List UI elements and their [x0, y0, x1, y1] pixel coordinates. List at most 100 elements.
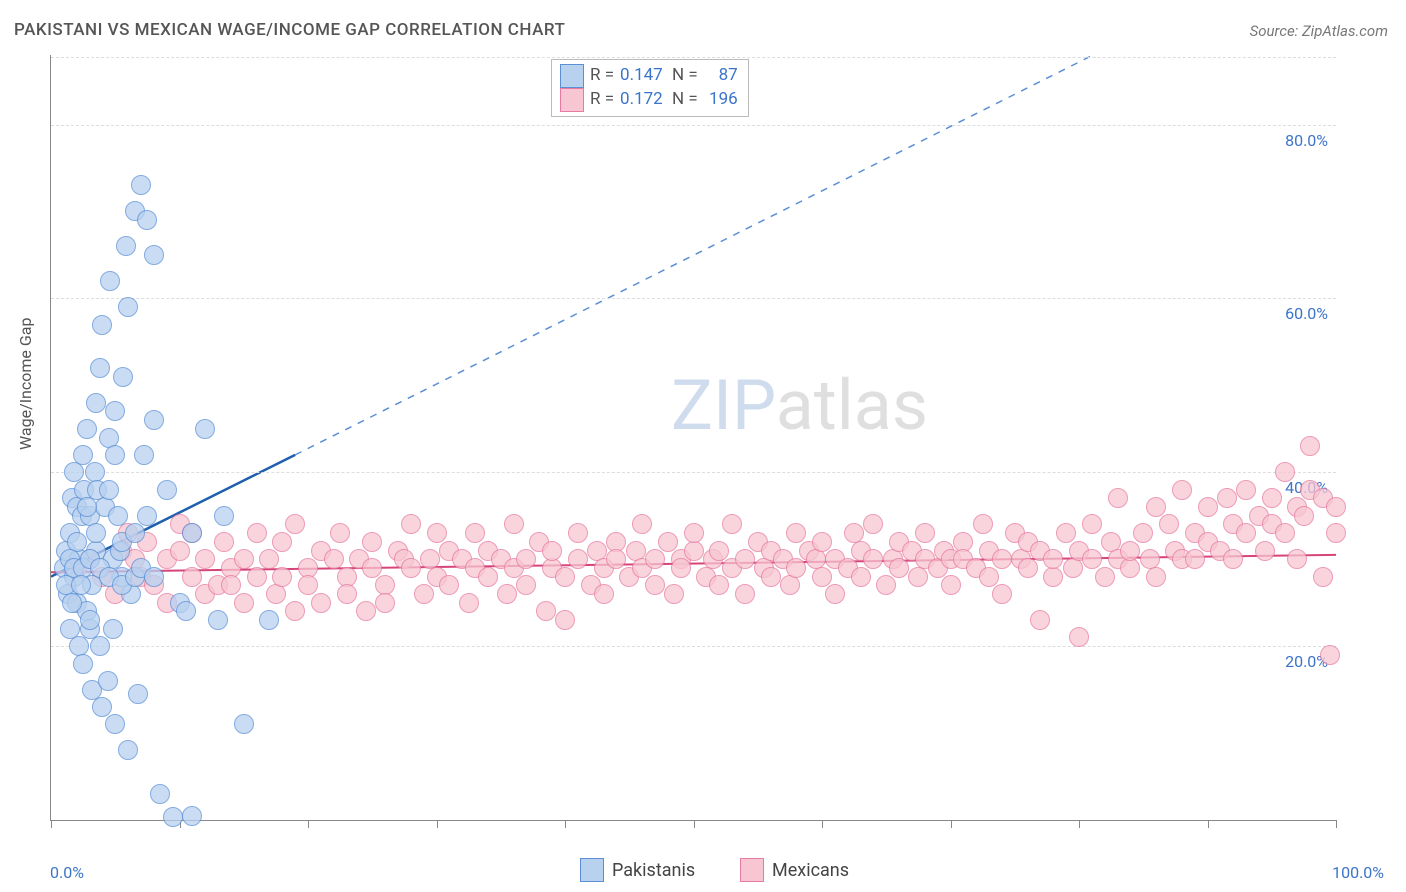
- chart-container: PAKISTANI VS MEXICAN WAGE/INCOME GAP COR…: [0, 0, 1406, 892]
- scatter-point-mexicans: [247, 523, 267, 543]
- scatter-point-pakistanis: [100, 271, 120, 291]
- scatter-point-mexicans: [516, 575, 536, 595]
- scatter-point-mexicans: [221, 575, 241, 595]
- scatter-point-pakistanis: [108, 506, 128, 526]
- scatter-point-pakistanis: [137, 506, 157, 526]
- scatter-point-mexicans: [1120, 541, 1140, 561]
- swatch-mexicans-bottom-icon: [740, 858, 764, 882]
- scatter-point-mexicans: [459, 593, 479, 613]
- scatter-point-mexicans: [812, 532, 832, 552]
- scatter-point-mexicans: [356, 601, 376, 621]
- scatter-point-mexicans: [1185, 549, 1205, 569]
- scatter-point-mexicans: [1275, 523, 1295, 543]
- scatter-point-pakistanis: [118, 297, 138, 317]
- scatter-point-mexicans: [1120, 558, 1140, 578]
- scatter-point-mexicans: [1262, 488, 1282, 508]
- plot-area: ZIPatlas R = 0.147 N = 87 R = 0.172 N = …: [50, 55, 1336, 821]
- scatter-point-mexicans: [1063, 558, 1083, 578]
- scatter-point-mexicans: [568, 549, 588, 569]
- scatter-point-mexicans: [536, 601, 556, 621]
- r-label: R =: [590, 64, 614, 88]
- scatter-point-pakistanis: [103, 619, 123, 639]
- swatch-mexicans-icon: [560, 88, 584, 112]
- scatter-point-pakistanis: [144, 567, 164, 587]
- scatter-point-mexicans: [780, 575, 800, 595]
- chart-title: PAKISTANI VS MEXICAN WAGE/INCOME GAP COR…: [14, 20, 565, 40]
- stats-legend: R = 0.147 N = 87 R = 0.172 N = 196: [551, 59, 749, 117]
- y-axis-label: Wage/Income Gap: [16, 318, 35, 450]
- scatter-point-pakistanis: [73, 654, 93, 674]
- scatter-point-pakistanis: [71, 575, 91, 595]
- scatter-point-mexicans: [941, 575, 961, 595]
- scatter-point-mexicans: [1326, 523, 1346, 543]
- scatter-point-mexicans: [664, 584, 684, 604]
- scatter-point-mexicans: [568, 523, 588, 543]
- scatter-point-pakistanis: [92, 697, 112, 717]
- scatter-point-pakistanis: [77, 419, 97, 439]
- scatter-point-mexicans: [1172, 480, 1192, 500]
- scatter-point-mexicans: [735, 549, 755, 569]
- scatter-point-mexicans: [863, 514, 883, 534]
- scatter-point-mexicans: [414, 584, 434, 604]
- scatter-point-mexicans: [992, 584, 1012, 604]
- legend-item-mexicans: Mexicans: [740, 858, 849, 882]
- scatter-point-mexicans: [1082, 514, 1102, 534]
- scatter-point-mexicans: [1313, 567, 1333, 587]
- x-max-label: 100.0%: [1332, 863, 1384, 882]
- y-tick-label: 60.0%: [1285, 304, 1328, 323]
- scatter-point-mexicans: [516, 549, 536, 569]
- scatter-point-mexicans: [684, 541, 704, 561]
- watermark-atlas: atlas: [776, 365, 928, 447]
- scatter-point-pakistanis: [163, 807, 183, 827]
- regression-lines: [51, 55, 1336, 820]
- scatter-point-pakistanis: [144, 245, 164, 265]
- scatter-point-pakistanis: [80, 610, 100, 630]
- scatter-point-mexicans: [645, 549, 665, 569]
- scatter-point-mexicans: [979, 567, 999, 587]
- watermark-zip: ZIP: [671, 365, 776, 447]
- x-tick: [1336, 820, 1337, 828]
- x-tick: [437, 820, 438, 828]
- scatter-point-mexicans: [851, 567, 871, 587]
- scatter-point-mexicans: [247, 567, 267, 587]
- scatter-point-pakistanis: [86, 523, 106, 543]
- scatter-point-mexicans: [234, 549, 254, 569]
- scatter-point-mexicans: [1108, 488, 1128, 508]
- scatter-point-mexicans: [1056, 523, 1076, 543]
- scatter-point-pakistanis: [176, 601, 196, 621]
- scatter-point-mexicans: [1043, 567, 1063, 587]
- scatter-point-mexicans: [1018, 558, 1038, 578]
- r-label-2: R =: [590, 88, 614, 112]
- scatter-point-pakistanis: [98, 671, 118, 691]
- scatter-point-mexicans: [786, 558, 806, 578]
- scatter-point-mexicans: [298, 575, 318, 595]
- scatter-point-mexicans: [812, 567, 832, 587]
- gridline: [51, 57, 1336, 58]
- scatter-point-pakistanis: [125, 523, 145, 543]
- scatter-point-pakistanis: [116, 236, 136, 256]
- scatter-point-pakistanis: [62, 593, 82, 613]
- scatter-point-mexicans: [1217, 488, 1237, 508]
- scatter-point-mexicans: [863, 549, 883, 569]
- scatter-point-mexicans: [504, 514, 524, 534]
- scatter-point-pakistanis: [144, 410, 164, 430]
- scatter-point-mexicans: [1275, 462, 1295, 482]
- scatter-point-pakistanis: [214, 506, 234, 526]
- scatter-point-mexicans: [658, 532, 678, 552]
- scatter-point-mexicans: [330, 523, 350, 543]
- scatter-point-mexicans: [324, 549, 344, 569]
- scatter-point-pakistanis: [90, 636, 110, 656]
- x-tick: [308, 820, 309, 828]
- scatter-point-mexicans: [709, 575, 729, 595]
- scatter-point-mexicans: [285, 514, 305, 534]
- scatter-point-pakistanis: [157, 480, 177, 500]
- scatter-point-mexicans: [311, 593, 331, 613]
- scatter-point-mexicans: [401, 558, 421, 578]
- scatter-point-mexicans: [1146, 567, 1166, 587]
- scatter-point-pakistanis: [113, 367, 133, 387]
- y-tick-label: 80.0%: [1285, 131, 1328, 150]
- scatter-point-mexicans: [555, 610, 575, 630]
- gridline: [51, 298, 1336, 299]
- scatter-point-mexicans: [362, 532, 382, 552]
- gridline: [51, 646, 1336, 647]
